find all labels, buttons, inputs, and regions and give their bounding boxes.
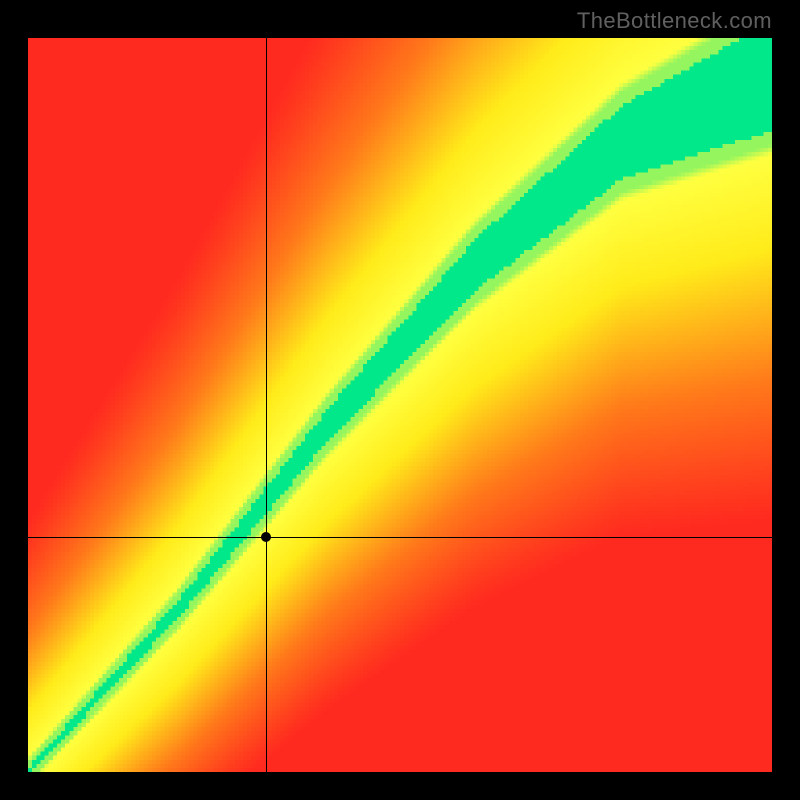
crosshair-vertical (266, 38, 267, 772)
crosshair-horizontal (28, 537, 772, 538)
bottleneck-heatmap (28, 38, 772, 772)
plot-frame (28, 38, 772, 772)
watermark-text: TheBottleneck.com (577, 8, 772, 34)
figure-container: TheBottleneck.com (0, 0, 800, 800)
crosshair-marker (261, 532, 271, 542)
